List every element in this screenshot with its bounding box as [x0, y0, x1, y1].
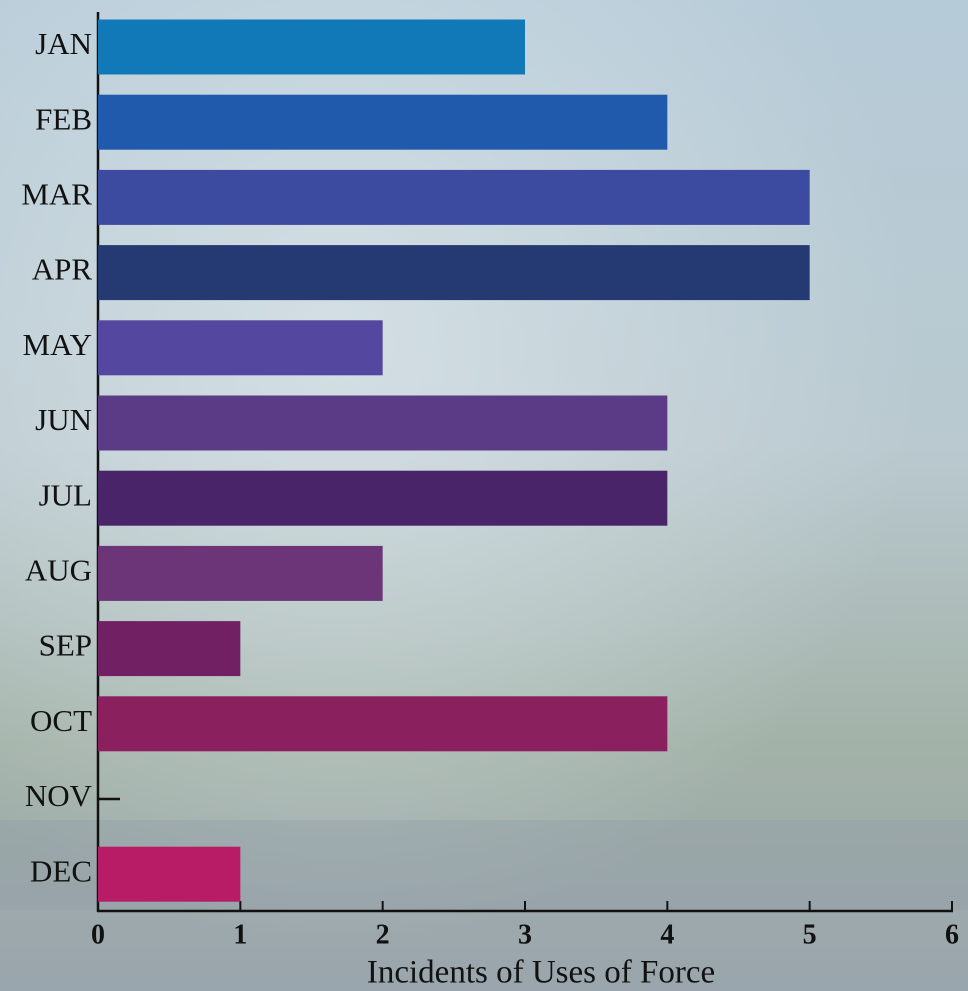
- y-tick-label: NOV: [25, 778, 93, 813]
- y-tick-label: APR: [32, 252, 93, 287]
- bar: [98, 621, 240, 676]
- x-tick-label: 3: [518, 919, 532, 950]
- bar: [98, 245, 810, 300]
- bar: [98, 396, 667, 451]
- y-tick-label: JAN: [35, 26, 92, 61]
- y-tick-label: MAR: [21, 177, 92, 212]
- y-tick-label: JUL: [39, 477, 92, 512]
- x-axis-title: Incidents of Uses of Force: [367, 955, 715, 991]
- bar: [98, 20, 525, 75]
- y-tick-label: AUG: [25, 553, 92, 588]
- bar: [98, 320, 383, 375]
- bar: [98, 95, 667, 150]
- bar: [98, 696, 667, 751]
- bar: [98, 471, 667, 526]
- y-tick-label: FEB: [35, 101, 92, 136]
- y-tick-label: MAY: [23, 327, 93, 362]
- x-tick-label: 2: [376, 919, 390, 950]
- x-tick-label: 6: [945, 919, 959, 950]
- x-tick-label: 4: [660, 919, 674, 950]
- x-tick-label: 0: [91, 919, 105, 950]
- chart: Incidents of Uses of Force 0 1 2 3 4 5 6 JAN FEB…: [0, 0, 968, 991]
- bar: [98, 170, 810, 225]
- y-tick-label: DEC: [30, 853, 92, 888]
- y-tick-label: OCT: [30, 703, 92, 738]
- y-tick-label: SEP: [39, 628, 92, 663]
- x-tick-label: 1: [233, 919, 247, 950]
- bar: [98, 847, 240, 902]
- x-tick-label: 5: [803, 919, 817, 950]
- bar: [98, 546, 383, 601]
- y-tick-label: JUN: [35, 402, 92, 437]
